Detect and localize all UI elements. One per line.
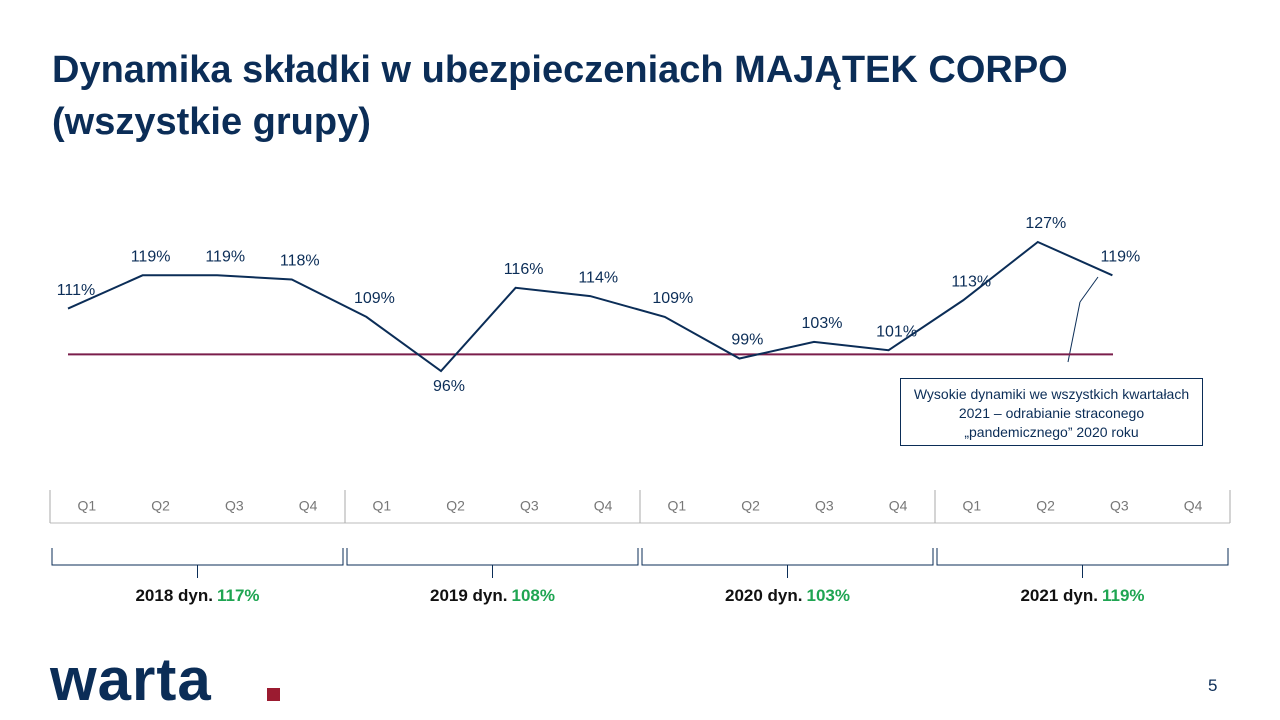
- year-bracket: [641, 548, 934, 578]
- x-tick-label: Q1: [78, 498, 97, 514]
- data-label: 109%: [354, 290, 395, 307]
- annotation-pointer: [1067, 301, 1081, 363]
- x-tick-label: Q1: [668, 498, 687, 514]
- year-name: 2019 dyn.: [430, 586, 508, 605]
- line: [67, 240, 1113, 373]
- year-label: 2021 dyn. 119%: [1020, 586, 1144, 605]
- data-label: 119%: [205, 249, 245, 266]
- x-tick-label: Q3: [520, 498, 539, 514]
- annotation-pointer: [1079, 276, 1099, 303]
- data-label: 101%: [876, 323, 917, 340]
- x-tick-label: Q1: [373, 498, 392, 514]
- data-label: 96%: [433, 378, 465, 395]
- x-tick-label: Q4: [594, 498, 613, 514]
- year-name: 2018 dyn.: [135, 586, 213, 605]
- year-bracket: [346, 548, 639, 578]
- year-name: 2021 dyn.: [1020, 586, 1098, 605]
- year-dynamics: 117%: [217, 586, 260, 605]
- x-tick-label: Q2: [741, 498, 760, 514]
- year-label: 2020 dyn. 103%: [725, 586, 850, 605]
- x-tick-label: Q3: [815, 498, 834, 514]
- data-label: 119%: [131, 249, 171, 266]
- x-tick-label: Q4: [889, 498, 908, 514]
- data-label: 103%: [802, 315, 843, 332]
- page-number: 5: [1208, 676, 1218, 695]
- x-tick-label: Q3: [225, 498, 244, 514]
- x-tick-label: Q2: [1036, 498, 1055, 514]
- year-dynamics: 108%: [512, 586, 555, 605]
- x-tick-label: Q4: [299, 498, 318, 514]
- x-tick-label: Q3: [1110, 498, 1129, 514]
- data-label: 116%: [504, 261, 544, 278]
- year-name: 2020 dyn.: [725, 586, 803, 605]
- year-dynamics: 119%: [1102, 586, 1145, 605]
- logo: warta: [50, 646, 212, 713]
- logo-dot: [267, 688, 280, 701]
- x-tick-label: Q1: [963, 498, 982, 514]
- x-tick-label: Q4: [1184, 498, 1203, 514]
- data-label: 113%: [951, 273, 991, 290]
- x-tick-label: Q2: [151, 498, 170, 514]
- year-bracket: [51, 548, 344, 578]
- data-label: 118%: [280, 253, 320, 270]
- data-label: 109%: [652, 290, 693, 307]
- data-label: 119%: [1101, 249, 1141, 266]
- year-label: 2018 dyn. 117%: [135, 586, 259, 605]
- annotation: Wysokie dynamiki we wszystkich kwartałac…: [900, 378, 1203, 446]
- data-label: 127%: [1025, 215, 1066, 232]
- data-label: 114%: [578, 269, 618, 286]
- x-tick-label: Q2: [446, 498, 465, 514]
- year-bracket: [936, 548, 1229, 578]
- data-label: 99%: [731, 332, 763, 349]
- year-dynamics: 103%: [807, 586, 850, 605]
- year-label: 2019 dyn. 108%: [430, 586, 555, 605]
- slide-title: Dynamika składki w ubezpieczeniach MAJĄT…: [52, 49, 1068, 143]
- data-label: 111%: [57, 282, 96, 299]
